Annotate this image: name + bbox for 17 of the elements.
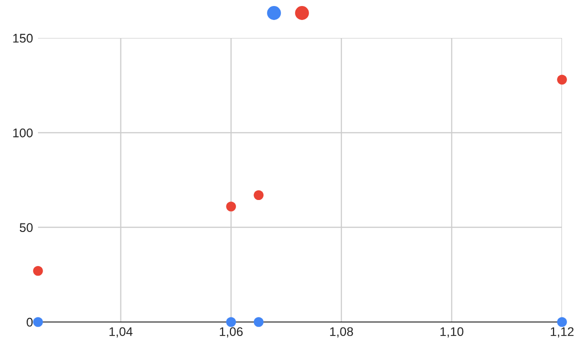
point — [33, 266, 43, 276]
point — [254, 190, 264, 200]
x-tick-label: 1,04 — [110, 327, 133, 338]
x-tick-label: 1,12 — [550, 327, 574, 338]
x-tick-label: 1,06 — [220, 327, 243, 338]
y-tick-label: 100 — [13, 128, 33, 138]
y-tick-label: 150 — [13, 34, 33, 43]
point — [33, 317, 43, 327]
point — [557, 74, 567, 85]
point — [254, 317, 264, 327]
point — [226, 202, 236, 212]
point — [557, 317, 567, 327]
point — [226, 317, 236, 327]
x-tick-label: 1,10 — [440, 327, 464, 338]
x-tick-label: 1,08 — [330, 327, 353, 338]
y-tick-label: 50 — [20, 223, 33, 232]
y-tick-label: 0 — [26, 318, 33, 327]
